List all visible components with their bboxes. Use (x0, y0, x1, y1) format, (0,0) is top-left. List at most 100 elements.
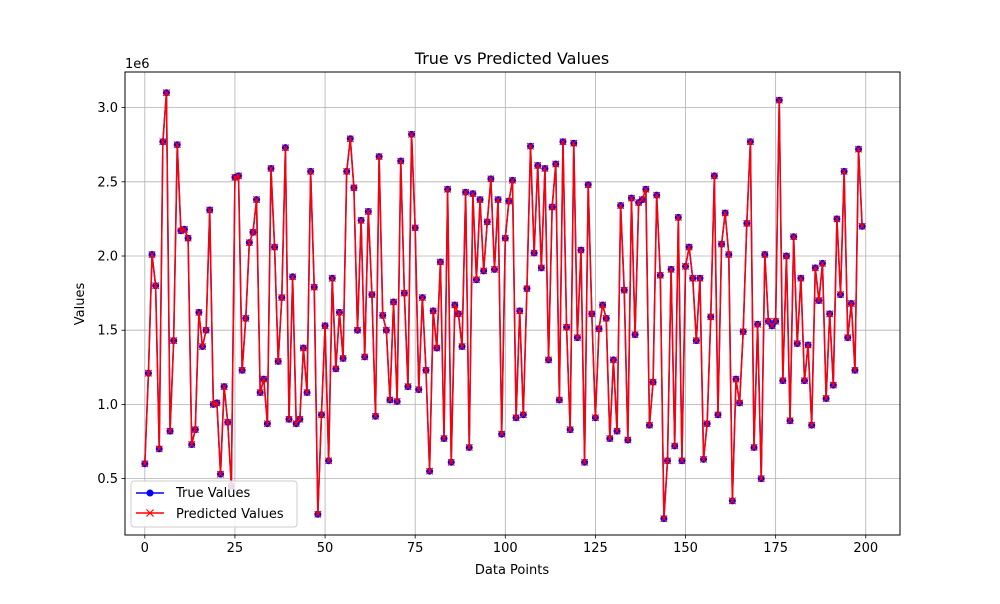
data-point (393, 397, 401, 406)
data-point (523, 285, 531, 293)
data-point (418, 293, 426, 302)
data-point (627, 194, 636, 202)
data-point (768, 322, 776, 330)
data-point (537, 264, 545, 272)
data-point (501, 234, 509, 242)
data-point (177, 227, 185, 235)
data-point (429, 307, 437, 315)
data-point (278, 293, 286, 302)
data-point (844, 334, 852, 342)
y-tick-label: 1.0 (97, 398, 118, 413)
data-point (620, 286, 628, 294)
data-point (379, 311, 387, 319)
legend-label-predicted: Predicted Values (176, 507, 284, 522)
data-point (310, 283, 318, 291)
data-point (717, 240, 726, 248)
data-point (725, 250, 733, 259)
data-point (206, 206, 214, 214)
y-axis-label: Values (73, 283, 88, 326)
data-point (307, 167, 315, 176)
data-point (411, 224, 419, 232)
data-point (790, 233, 798, 241)
data-point (602, 314, 610, 322)
data-point (267, 164, 275, 173)
data-point (584, 181, 592, 189)
data-point (674, 213, 682, 222)
data-point (645, 421, 654, 429)
data-point (332, 365, 340, 373)
legend-item-predicted-values: Predicted Values (136, 507, 284, 522)
legend-label-true: True Values (175, 486, 250, 501)
data-point (685, 243, 693, 251)
data-point (516, 307, 524, 315)
x-tick-label: 175 (763, 541, 788, 556)
data-point (613, 427, 621, 435)
x-tick-label: 150 (673, 541, 698, 556)
data-point (782, 252, 791, 260)
data-point (173, 141, 181, 149)
data-point (339, 354, 347, 362)
data-point (289, 273, 297, 281)
chart-title: True vs Predicted Values (414, 49, 609, 68)
data-point (346, 135, 354, 143)
data-point (624, 436, 632, 444)
data-point (436, 258, 444, 266)
data-point (469, 190, 477, 198)
data-point (530, 249, 538, 257)
data-point (743, 219, 751, 227)
data-point (609, 356, 618, 364)
y-tick-label: 0.5 (97, 472, 118, 487)
data-point (216, 470, 225, 478)
data-point (588, 310, 596, 318)
legend-true-marker (146, 489, 154, 497)
data-point (505, 197, 513, 205)
y-tick-label: 2.5 (97, 175, 118, 190)
y-tick-label: 1.5 (97, 324, 118, 339)
data-point (822, 394, 830, 403)
data-point (649, 378, 657, 386)
data-point (653, 191, 661, 199)
data-point (826, 310, 834, 318)
data-point (804, 341, 812, 349)
data-point (382, 326, 390, 334)
data-point (242, 314, 250, 322)
data-point (184, 234, 192, 242)
data-point (671, 442, 679, 450)
data-point (678, 457, 686, 465)
data-point (555, 396, 563, 404)
data-point (195, 308, 203, 316)
data-point (314, 510, 322, 518)
data-point (285, 415, 293, 423)
data-point (534, 161, 542, 170)
data-point (512, 414, 520, 422)
data-point (447, 458, 455, 466)
data-point (836, 291, 845, 299)
data-point (858, 222, 866, 230)
data-point (761, 250, 769, 259)
data-point (224, 418, 232, 426)
data-point (599, 301, 607, 309)
data-point (386, 396, 394, 404)
data-point (397, 157, 405, 165)
data-point (371, 412, 380, 420)
y-axis-offset-text: 1e6 (125, 57, 150, 72)
data-point (570, 139, 578, 147)
data-point (710, 172, 718, 180)
data-point (191, 426, 199, 434)
data-point (498, 430, 506, 438)
data-point (454, 310, 463, 318)
data-point (451, 301, 459, 309)
data-point (353, 326, 362, 334)
data-point (328, 274, 336, 282)
data-point (357, 216, 365, 224)
data-point (325, 457, 333, 465)
data-point (754, 320, 762, 328)
data-point (480, 267, 488, 275)
legend-item-true-values: True Values (136, 486, 250, 501)
data-point (833, 215, 841, 223)
data-point (746, 138, 754, 146)
x-tick-label: 200 (853, 541, 878, 556)
data-point (490, 265, 499, 273)
data-point (660, 515, 668, 523)
